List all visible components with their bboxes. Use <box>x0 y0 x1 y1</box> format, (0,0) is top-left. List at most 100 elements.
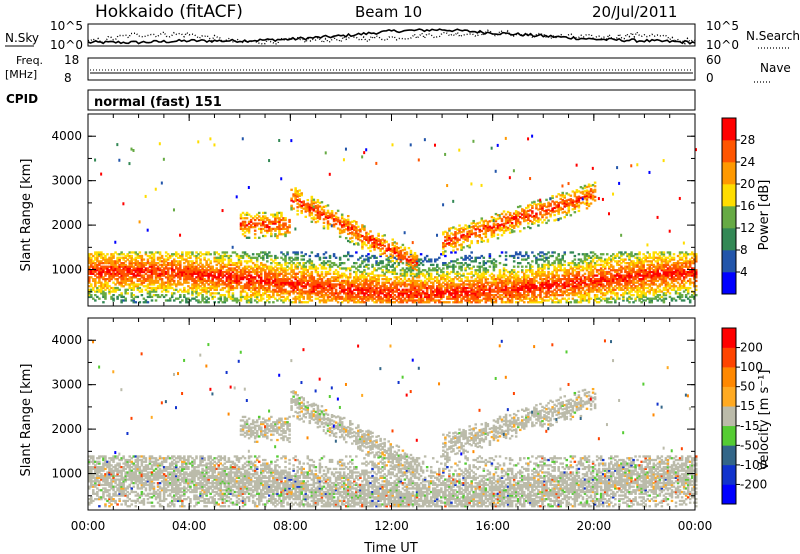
power-cell <box>278 286 281 290</box>
power-cell <box>177 256 180 259</box>
power-cell <box>413 259 417 262</box>
power-cell <box>294 256 297 259</box>
power-cell <box>531 251 534 254</box>
power-cell <box>199 260 202 263</box>
power-cell <box>340 283 344 286</box>
power-cell <box>470 270 473 274</box>
nave-label: Nave <box>760 61 791 75</box>
power-cell <box>367 274 370 277</box>
power-cell <box>326 278 330 281</box>
power-cell <box>270 213 273 216</box>
power-cell <box>529 267 532 270</box>
power-cell <box>423 279 427 283</box>
power-cell <box>314 267 318 270</box>
power-cell <box>547 272 550 275</box>
power-cell <box>553 301 556 304</box>
power-cell <box>326 211 330 214</box>
power-cell <box>268 278 271 281</box>
power-cell <box>375 274 378 277</box>
power-cell <box>363 227 366 230</box>
power-cell <box>177 283 180 286</box>
power-cell <box>288 283 291 286</box>
power-cell <box>274 281 277 284</box>
power-cell <box>98 260 101 263</box>
power-cell <box>146 278 150 281</box>
power-cell <box>533 222 536 225</box>
power-cell <box>110 276 113 279</box>
power-cell <box>381 301 384 304</box>
power-cell <box>104 281 107 284</box>
power-cell <box>383 286 386 290</box>
power-cell <box>249 274 253 277</box>
power-cell <box>549 215 552 218</box>
power-cell <box>407 264 411 268</box>
power-cell <box>138 262 142 265</box>
power-cell <box>247 278 251 281</box>
power-cell <box>322 256 326 259</box>
power-cell <box>498 224 502 227</box>
power-cell <box>148 290 152 293</box>
power-cell <box>346 294 350 297</box>
power-cell <box>446 272 449 275</box>
power-cell <box>342 218 346 221</box>
power-cell <box>488 256 492 259</box>
power-cell <box>407 255 411 259</box>
power-cell <box>215 278 218 281</box>
power-cell <box>130 281 134 284</box>
power-cell <box>533 200 536 204</box>
power-cell <box>268 226 271 229</box>
power-cell <box>351 299 354 302</box>
power-cell <box>533 214 536 218</box>
power-cell <box>529 281 532 284</box>
power-cell <box>112 262 115 265</box>
power-cell <box>448 265 451 268</box>
power-cell <box>377 281 380 284</box>
power-cell <box>472 295 475 299</box>
power-cell <box>504 222 508 225</box>
power-cell <box>187 278 190 281</box>
power-cell <box>320 278 324 281</box>
power-cell <box>318 278 322 281</box>
power-cell <box>523 216 526 219</box>
power-cell <box>460 245 463 248</box>
power-cell <box>363 269 366 272</box>
power-cell <box>516 253 520 256</box>
power-cell <box>525 253 528 256</box>
power-cell <box>314 281 318 284</box>
power-cell <box>187 301 190 304</box>
power-cell <box>187 251 190 254</box>
power-cell <box>436 270 439 274</box>
power-cell <box>361 155 364 159</box>
power-cell <box>403 299 407 302</box>
power-cell <box>122 263 125 267</box>
power-cell <box>245 224 249 227</box>
power-cell <box>353 262 356 265</box>
power-cell <box>346 292 350 295</box>
power-cell <box>539 283 542 286</box>
power-cell <box>259 267 263 270</box>
power-cell <box>134 285 138 288</box>
power-cell <box>555 267 558 270</box>
power-cell <box>559 278 562 281</box>
power-cell <box>245 229 249 232</box>
power-cell <box>344 283 348 286</box>
power-cell <box>415 269 419 272</box>
power-cell <box>286 290 289 293</box>
power-cell <box>415 254 419 258</box>
power-cell <box>294 187 297 190</box>
power-cell <box>156 262 160 265</box>
power-cell <box>185 297 188 300</box>
power-cell <box>446 274 449 277</box>
power-cell <box>128 267 131 270</box>
power-cell <box>349 237 352 240</box>
power-cell <box>189 276 192 279</box>
power-cell <box>168 299 172 302</box>
power-cell <box>292 297 295 300</box>
power-cell <box>458 279 461 283</box>
power-cell <box>278 297 281 300</box>
power-cell <box>300 254 303 258</box>
power-cell <box>203 290 206 293</box>
power-cell <box>298 279 301 283</box>
power-cell <box>243 217 247 220</box>
power-cell <box>456 248 459 251</box>
